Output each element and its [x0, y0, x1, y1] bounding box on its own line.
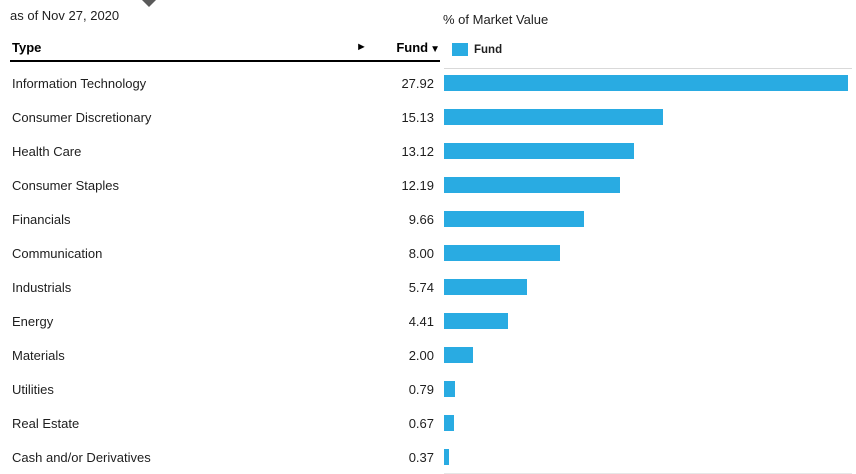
table-row: Energy 4.41: [0, 304, 856, 338]
fund-bar[interactable]: [444, 415, 454, 431]
column-header-fund-sort[interactable]: Fund ▼: [340, 40, 440, 55]
fund-bar-track: [444, 313, 848, 329]
fund-bar[interactable]: [444, 245, 560, 261]
fund-bar-track: [444, 177, 848, 193]
table-row: Financials 9.66: [0, 202, 856, 236]
chevron-down-icon[interactable]: [141, 0, 157, 7]
fund-bar[interactable]: [444, 211, 584, 227]
table-row: Information Technology 27.92: [0, 66, 856, 100]
table-row: Materials 2.00: [0, 338, 856, 372]
row-type-label: Communication: [12, 245, 103, 261]
row-fund-value: 8.00: [408, 245, 434, 261]
fund-bar[interactable]: [444, 279, 528, 295]
row-type-label: Information Technology: [12, 75, 147, 91]
fund-bar-track: [444, 245, 848, 261]
fund-bar[interactable]: [444, 75, 848, 91]
table-row: Utilities 0.79: [0, 372, 856, 406]
fund-bar-track: [444, 415, 848, 431]
legend-swatch-fund: [452, 43, 468, 56]
row-fund-value: 9.66: [408, 211, 434, 227]
expand-right-arrow-icon[interactable]: ►: [356, 41, 367, 53]
row-type-label: Financials: [12, 211, 71, 227]
row-type-label: Materials: [12, 347, 65, 363]
fund-bar-track: [444, 449, 848, 465]
table-row: Consumer Discretionary 15.13: [0, 100, 856, 134]
row-type-label: Utilities: [12, 381, 54, 397]
row-type-label: Industrials: [12, 279, 72, 295]
row-type-label: Cash and/or Derivatives: [12, 449, 151, 465]
column-header-type: Type: [12, 40, 42, 55]
legend-label-fund: Fund: [474, 43, 503, 56]
row-fund-value: 0.79: [408, 381, 434, 397]
row-fund-value: 2.00: [408, 347, 434, 363]
as-of-date-label: as of Nov 27, 2020: [10, 8, 120, 23]
table-header-divider: [10, 60, 440, 62]
fund-bar-track: [444, 279, 848, 295]
table-row: Consumer Staples 12.19: [0, 168, 856, 202]
row-type-label: Real Estate: [12, 415, 80, 431]
fund-bar[interactable]: [444, 177, 621, 193]
table-row: Communication 8.00: [0, 236, 856, 270]
table-row: Industrials 5.74: [0, 270, 856, 304]
sector-rows: Information Technology 27.92 Consumer Di…: [0, 66, 856, 474]
row-fund-value: 0.37: [408, 449, 434, 465]
row-fund-value: 15.13: [401, 109, 434, 125]
chart-top-divider: [444, 68, 852, 69]
chart-legend: Fund: [452, 43, 502, 56]
fund-bar[interactable]: [444, 381, 456, 397]
fund-bar-track: [444, 381, 848, 397]
table-row: Cash and/or Derivatives 0.37: [0, 440, 856, 474]
fund-bar[interactable]: [444, 449, 450, 465]
row-type-label: Health Care: [12, 143, 82, 159]
table-row: Health Care 13.12: [0, 134, 856, 168]
fund-bar-track: [444, 109, 848, 125]
sort-desc-icon: ▼: [430, 44, 440, 55]
table-row: Real Estate 0.67: [0, 406, 856, 440]
chart-title: % of Market Value: [443, 12, 549, 27]
row-type-label: Consumer Staples: [12, 177, 119, 193]
row-fund-value: 0.67: [408, 415, 434, 431]
row-fund-value: 12.19: [401, 177, 434, 193]
fund-bar-track: [444, 75, 848, 91]
row-type-label: Consumer Discretionary: [12, 109, 152, 125]
fund-bar-track: [444, 211, 848, 227]
row-fund-value: 4.41: [408, 313, 434, 329]
fund-bar-track: [444, 347, 848, 363]
fund-bar[interactable]: [444, 143, 634, 159]
row-fund-value: 13.12: [401, 143, 434, 159]
fund-bar[interactable]: [444, 347, 473, 363]
row-type-label: Energy: [12, 313, 54, 329]
fund-header-label: Fund: [396, 40, 429, 55]
row-fund-value: 27.92: [401, 75, 434, 91]
fund-bar[interactable]: [444, 109, 663, 125]
fund-bar-track: [444, 143, 848, 159]
row-fund-value: 5.74: [408, 279, 434, 295]
fund-bar[interactable]: [444, 313, 508, 329]
